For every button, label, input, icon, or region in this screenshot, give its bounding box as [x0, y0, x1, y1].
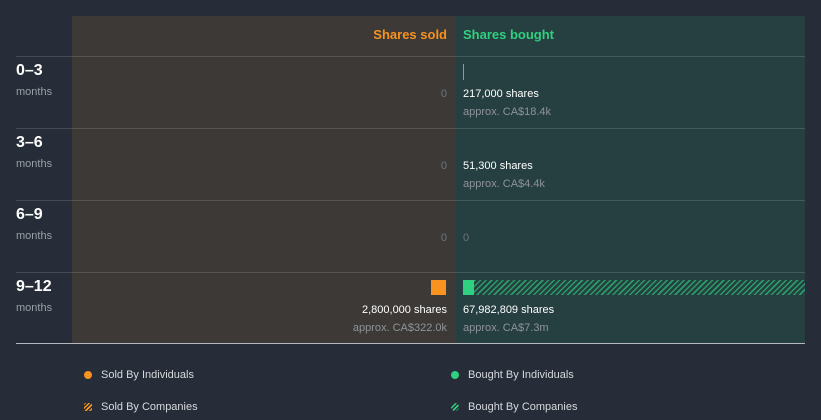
unit-label: months: [16, 302, 53, 314]
sold-zero-value: 0: [440, 160, 447, 172]
legend-label: Bought By Companies: [468, 401, 578, 413]
legend-label: Sold By Individuals: [101, 369, 194, 381]
row-divider: [16, 272, 805, 273]
row-divider: [16, 128, 805, 129]
sold-zero-value: 0: [440, 88, 447, 100]
row-divider: [16, 200, 805, 201]
bought-approx: approx. CA$4.4k: [463, 178, 545, 190]
shares-sold-header: Shares sold: [373, 27, 447, 42]
range-label: 0–3: [16, 62, 43, 79]
legend-bought-individuals: Bought By Individuals: [451, 369, 574, 381]
orange-dot-icon: [84, 371, 92, 379]
bought-shares: 67,982,809 shares: [463, 304, 555, 316]
bought-value: 51,300 shares approx. CA$4.4k: [463, 160, 545, 190]
bought-zero-value: 0: [463, 232, 470, 244]
legend-sold-companies: Sold By Companies: [84, 401, 198, 413]
bought-companies-bar: [474, 280, 805, 295]
unit-label: months: [16, 230, 53, 242]
bought-individuals-bar: [463, 280, 474, 295]
legend-sold-individuals: Sold By Individuals: [84, 369, 194, 381]
unit-label: months: [16, 158, 53, 170]
bought-approx: approx. CA$7.3m: [463, 322, 549, 334]
range-label: 3–6: [16, 134, 43, 151]
shares-sold-panel: [72, 16, 456, 343]
green-hatch-icon: [451, 403, 459, 411]
unit-label: months: [16, 86, 53, 98]
row-divider: [16, 56, 805, 57]
range-label: 9–12: [16, 278, 52, 295]
sold-zero-value: 0: [440, 232, 447, 244]
orange-hatch-icon: [84, 403, 92, 411]
legend-bought-companies: Bought By Companies: [451, 401, 577, 413]
bought-approx: approx. CA$18.4k: [463, 106, 552, 118]
bought-shares: 51,300 shares: [463, 160, 533, 172]
bought-value: 217,000 shares approx. CA$18.4k: [463, 88, 551, 118]
row-label-0-3: 0–3 months: [16, 62, 52, 98]
sold-value: 2,800,000 shares approx. CA$322.0k: [353, 304, 447, 334]
shares-bought-header: Shares bought: [463, 27, 555, 42]
bought-value: 67,982,809 shares approx. CA$7.3m: [463, 304, 554, 334]
row-label-3-6: 3–6 months: [16, 134, 52, 170]
sold-shares: 2,800,000 shares: [361, 304, 447, 316]
range-label: 6–9: [16, 206, 43, 223]
row-label-9-12: 9–12 months: [16, 278, 52, 314]
sold-individuals-bar: [431, 280, 446, 295]
legend-label: Sold By Companies: [101, 401, 198, 413]
chart-baseline: [16, 343, 805, 344]
green-dot-icon: [451, 371, 459, 379]
row-label-6-9: 6–9 months: [16, 206, 52, 242]
bought-individuals-bar: [463, 64, 464, 80]
bought-shares: 217,000 shares: [463, 88, 539, 100]
sold-approx: approx. CA$322.0k: [352, 322, 447, 334]
legend-label: Bought By Individuals: [468, 369, 574, 381]
